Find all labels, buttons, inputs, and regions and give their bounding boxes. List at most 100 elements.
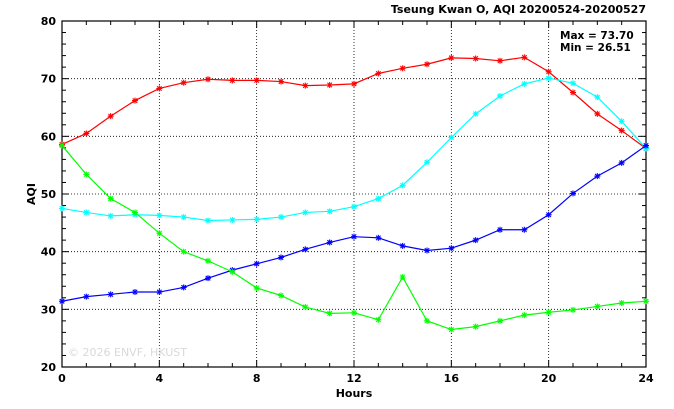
data-point: [229, 216, 236, 223]
data-point: [375, 70, 382, 77]
data-point: [497, 317, 503, 324]
y-tick-label: 40: [41, 246, 57, 259]
data-point: [399, 242, 406, 249]
series-3: [59, 142, 649, 305]
data-point: [351, 80, 357, 87]
data-point: [570, 80, 576, 87]
data-point: [399, 274, 406, 281]
data-point: [594, 110, 601, 117]
data-point: [326, 239, 333, 246]
data-point: [521, 312, 528, 319]
data-point: [59, 205, 65, 212]
data-point: [83, 171, 90, 178]
data-point: [253, 77, 260, 84]
data-point: [278, 78, 284, 85]
data-point: [545, 68, 552, 75]
data-point: [180, 79, 187, 86]
x-tick-label: 0: [58, 372, 66, 385]
data-point: [618, 118, 625, 125]
y-tick-label: 60: [41, 130, 57, 143]
data-point: [545, 211, 552, 218]
data-point: [618, 127, 625, 134]
series-4: [59, 142, 649, 333]
x-axis-label: Hours: [336, 387, 373, 400]
data-point: [302, 82, 309, 89]
max-annotation: Max = 73.70: [560, 30, 634, 42]
chart-title: Tseung Kwan O, AQI 20200524-20200527: [391, 3, 646, 16]
data-point: [448, 134, 455, 141]
data-point: [180, 248, 187, 255]
data-point: [521, 80, 528, 87]
data-point: [253, 284, 260, 291]
series-2: [59, 75, 649, 224]
x-tick-label: 16: [444, 372, 460, 385]
data-point: [424, 159, 430, 166]
data-point: [618, 159, 625, 166]
y-axis-label: AQI: [25, 183, 38, 205]
data-point: [424, 247, 430, 254]
data-point: [351, 203, 357, 210]
data-point: [375, 195, 382, 202]
data-point: [278, 292, 284, 299]
data-point: [83, 209, 90, 216]
data-point: [472, 55, 479, 62]
y-tick-label: 50: [41, 188, 57, 201]
data-point: [472, 110, 479, 117]
data-point: [180, 214, 187, 221]
data-point: [107, 195, 114, 202]
data-point: [156, 212, 163, 219]
data-point: [570, 306, 576, 313]
data-point: [351, 309, 357, 316]
data-point: [107, 113, 114, 120]
data-point: [594, 94, 601, 101]
data-point: [278, 214, 284, 221]
data-point: [497, 57, 503, 64]
data-point: [59, 142, 65, 149]
data-point: [643, 142, 649, 149]
data-point: [448, 326, 455, 333]
data-point: [229, 268, 236, 275]
data-point: [132, 209, 138, 216]
data-point: [375, 316, 382, 323]
data-point: [545, 309, 552, 316]
data-point: [570, 190, 576, 197]
data-point: [497, 92, 503, 99]
data-point: [351, 233, 357, 240]
data-point: [326, 208, 333, 215]
data-point: [424, 317, 430, 324]
data-point: [399, 65, 406, 72]
data-point: [472, 323, 479, 330]
series-1: [59, 54, 649, 152]
y-tick-label: 70: [41, 73, 57, 86]
x-tick-label: 8: [253, 372, 261, 385]
data-point: [107, 212, 114, 219]
data-point: [302, 304, 309, 311]
data-point: [448, 245, 455, 252]
data-point: [521, 226, 528, 233]
data-point: [205, 76, 211, 83]
data-point: [497, 226, 503, 233]
data-point: [399, 182, 406, 189]
data-point: [326, 310, 333, 317]
data-point: [302, 209, 309, 216]
data-point: [521, 54, 528, 61]
data-point: [424, 61, 430, 68]
data-point: [253, 260, 260, 267]
data-point: [375, 234, 382, 241]
x-tick-label: 20: [541, 372, 557, 385]
data-point: [545, 75, 552, 82]
data-point: [205, 275, 211, 282]
data-point: [253, 216, 260, 223]
data-point: [570, 89, 576, 96]
data-point: [180, 284, 187, 291]
data-point: [594, 173, 601, 180]
data-point: [132, 97, 138, 104]
data-point: [132, 289, 138, 296]
series-group: [59, 54, 649, 333]
data-point: [83, 293, 90, 300]
data-point: [302, 246, 309, 253]
data-point: [59, 298, 65, 305]
data-point: [156, 85, 163, 92]
data-point: [156, 289, 163, 296]
